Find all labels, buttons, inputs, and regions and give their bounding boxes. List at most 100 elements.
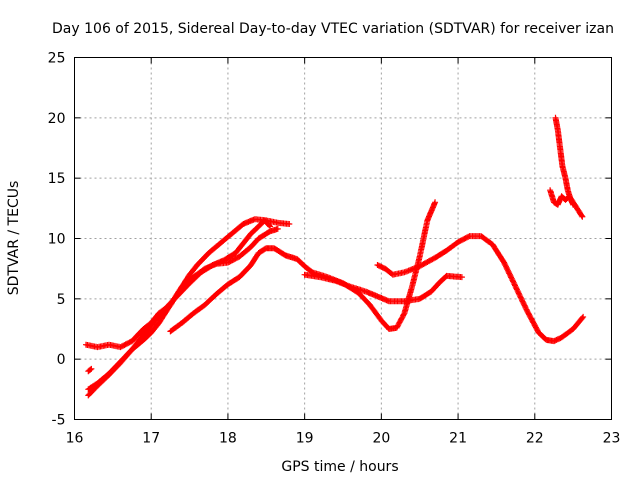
data-point-track-b-0 [83,341,100,350]
data-point-track-f-2 [332,277,353,290]
data-point-track-c-14 [240,231,254,247]
data-point-track-e-18 [366,301,384,323]
data-point-track-c-15 [247,224,261,237]
y-tick-label: 15 [48,171,66,187]
x-tick-label: 22 [526,431,544,447]
data-point-track-b-1 [94,342,111,351]
data-point-track-g-16 [551,335,564,345]
data-point-track-g-6 [443,240,460,254]
data-point-track-e-17 [355,289,372,307]
data-point-track-a-0 [85,365,95,375]
x-tick-label: 21 [449,431,467,447]
data-point-track-d-2 [106,360,123,378]
data-point-track-d-6 [148,321,161,336]
data-point-track-d-3 [117,347,135,366]
data-point-track-g-11 [501,259,518,289]
data-point-track-e-3 [201,292,219,308]
y-tick-label: 5 [57,292,66,308]
data-point-track-g-12 [512,283,530,313]
x-tick-label: 23 [603,431,621,447]
gridlines [74,57,612,420]
data-point-track-f-1 [317,274,337,284]
data-point-track-d-1 [94,372,111,389]
y-tick-label: 10 [48,232,66,248]
data-point-track-f-11 [443,272,465,281]
y-tick-label: 20 [48,111,66,127]
data-point-track-d-7 [155,309,169,326]
data-point-track-d-9 [171,285,185,302]
data-point-track-e-25 [424,199,439,224]
x-tick-label: 19 [296,431,314,447]
data-point-track-e-12 [294,256,307,269]
data-point-track-i-4 [562,175,571,192]
data-point-track-b-4 [129,327,146,345]
data-point-track-d-15 [236,244,253,260]
data-point-track-d-12 [201,261,219,272]
data-point-track-e-6 [236,263,253,281]
data-point-track-e-7 [247,251,261,268]
data-point-track-f-9 [428,281,441,295]
data-point-track-f-7 [401,296,422,305]
data-point-track-e-2 [190,302,207,317]
y-tick-label: 25 [48,51,66,67]
x-tick-label: 17 [142,431,160,447]
data-point-track-d-0 [85,383,100,399]
data-point-track-d-8 [163,297,177,314]
data-point-track-i-6 [567,196,577,208]
data-point-track-g-14 [535,329,549,342]
data-marks [83,114,587,399]
data-point-track-e-0 [167,320,184,335]
y-axis-label: SDTVAR / TECUs [6,181,22,296]
data-point-track-d-10 [178,275,196,290]
data-point-track-i-2 [557,145,566,168]
data-point-track-b-10 [186,263,200,278]
data-point-track-b-14 [228,221,246,237]
data-point-track-d-11 [190,266,207,281]
data-point-track-c-5 [140,318,158,338]
data-point-track-b-11 [194,251,211,268]
data-point-track-d-4 [129,337,146,353]
y-tick-label: 0 [57,352,66,368]
data-point-track-e-1 [178,311,196,326]
data-point-track-g-7 [455,233,472,246]
y-tick-label: -5 [52,413,66,429]
data-point-track-e-14 [309,269,330,280]
data-point-track-b-12 [205,241,223,256]
data-point-track-d-18 [267,225,281,235]
data-point-track-f-10 [435,273,449,287]
data-point-track-g-18 [570,313,587,332]
data-point-track-g-10 [489,241,507,265]
data-point-track-e-21 [393,311,407,331]
data-point-track-g-13 [524,307,541,335]
data-point-track-f-5 [374,293,391,304]
data-point-track-g-3 [401,263,422,276]
data-point-track-e-4 [213,282,230,297]
plot-frame [74,57,612,420]
data-point-track-g-5 [432,248,449,261]
data-point-track-f-3 [347,283,368,295]
data-point-track-c-17 [261,217,274,230]
data-point-track-i-1 [554,126,563,150]
data-point-track-d-17 [255,229,272,242]
data-point-track-b-13 [217,231,234,247]
data-point-track-e-19 [378,317,392,331]
data-point-track-e-5 [224,274,242,288]
x-tick-label: 16 [66,431,84,447]
data-point-track-h-7 [574,205,586,220]
chart-title: Day 106 of 2015, Sidereal Day-to-day VTE… [52,21,614,37]
data-point-track-d-14 [224,254,242,266]
x-axis-label: GPS time / hours [281,459,398,475]
data-point-track-f-8 [416,289,434,302]
data-point-track-g-4 [416,255,437,270]
data-point-track-g-9 [478,233,495,247]
data-point-track-b-2 [106,341,123,350]
x-tick-label: 18 [219,431,237,447]
data-point-track-e-24 [416,218,431,260]
data-point-track-g-17 [558,326,575,341]
data-point-track-b-18 [274,219,293,228]
data-point-track-e-10 [271,245,288,258]
x-tick-label: 20 [372,431,390,447]
data-point-track-d-5 [140,330,154,343]
data-point-track-b-15 [240,216,257,227]
